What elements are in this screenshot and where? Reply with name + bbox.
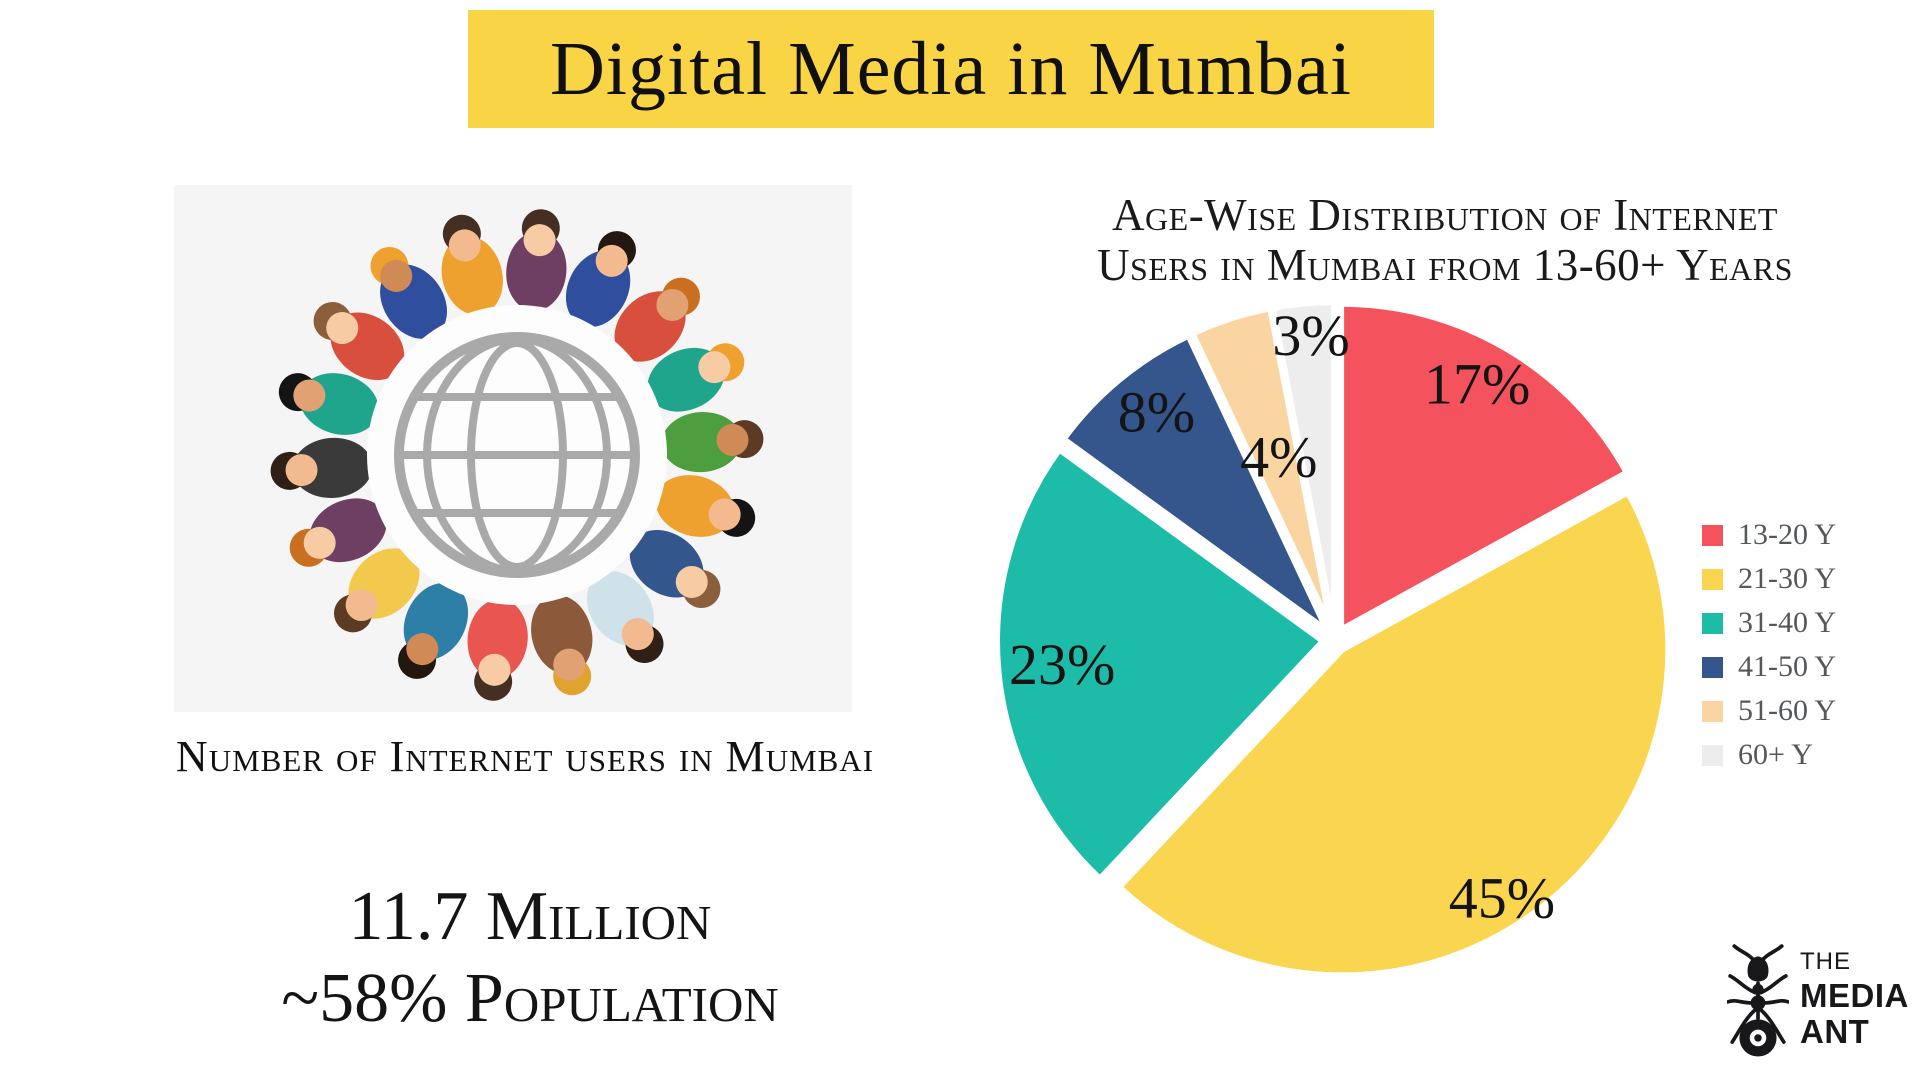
person-figure — [565, 231, 636, 328]
person-figure — [313, 301, 405, 381]
pie-value-label-51-60-y: 4% — [1240, 424, 1317, 489]
pie-slice-21-30-y — [1116, 489, 1672, 979]
pie-slice-41-50-y — [1060, 332, 1331, 634]
person-figure — [333, 548, 420, 633]
person-figure — [661, 412, 764, 473]
pie-chart-title-line1: Age-Wise Distribution of Internet — [1112, 190, 1778, 240]
legend-swatch-41-50-y — [1702, 656, 1723, 678]
legend-item: 60+ Y — [1702, 733, 1836, 777]
pie-value-label-41-50-y: 8% — [1118, 380, 1195, 445]
pie-slice-31-40-y — [994, 446, 1327, 882]
page-title: Digital Media in Mumbai — [550, 26, 1352, 111]
legend-item: 13-20 Y — [1702, 513, 1836, 557]
legend-swatch-60+-y — [1702, 744, 1723, 766]
logo-line-media: MEDIA — [1800, 977, 1909, 1014]
logo-line-ant: ANT — [1800, 1013, 1870, 1050]
person-figure — [531, 595, 593, 696]
stat-population-share: ~58% Population — [281, 960, 779, 1037]
person-figure — [467, 599, 528, 701]
internet-users-illustration-card — [174, 185, 852, 712]
legend-item: 21-30 Y — [1702, 557, 1836, 601]
ant-icon — [1727, 944, 1789, 1057]
legend-label: 41-50 Y — [1738, 650, 1837, 683]
person-figure — [506, 209, 567, 311]
pie-slice-60+-y — [1269, 299, 1337, 632]
legend-label: 13-20 Y — [1738, 518, 1837, 551]
pie-value-label-31-40-y: 23% — [1009, 632, 1115, 697]
legend-swatch-21-30-y — [1702, 568, 1723, 590]
media-ant-logo: THE MEDIA ANT — [1800, 946, 1920, 1050]
stats-block: 11.7 Million ~58% Population — [120, 876, 940, 1040]
legend-label: 21-30 Y — [1738, 562, 1837, 595]
pie-value-label-21-30-y: 45% — [1449, 865, 1555, 930]
pie-chart-title-line2: Users in Mumbai from 13-60+ Years — [1097, 240, 1793, 290]
legend-swatch-13-20-y — [1702, 524, 1723, 546]
pie-slice-13-20-y — [1338, 300, 1630, 633]
person-figure — [441, 214, 503, 315]
globe-icon — [367, 305, 667, 605]
legend-label: 31-40 Y — [1738, 606, 1837, 639]
legend-label: 51-60 Y — [1738, 694, 1837, 727]
people-around-globe-illustration — [270, 209, 764, 701]
pie-chart: 17% 45% 23% 8% 4% 3% — [994, 299, 1672, 979]
person-figure — [655, 475, 756, 537]
title-banner: Digital Media in Mumbai — [468, 10, 1434, 128]
person-figure — [270, 437, 373, 498]
person-figure — [398, 582, 469, 679]
logo-line-the: THE — [1800, 948, 1851, 975]
pie-chart-title: Age-Wise Distribution of Internet Users … — [1095, 190, 1795, 290]
person-figure — [289, 498, 387, 567]
people-ring — [270, 209, 764, 701]
legend-item: 41-50 Y — [1702, 645, 1836, 689]
pie-legend: 13-20 Y 21-30 Y 31-40 Y 41-50 Y 51-60 Y 60+ Y — [1702, 513, 1836, 777]
legend-swatch-31-40-y — [1702, 612, 1723, 634]
stat-users-value: 11.7 Million — [348, 878, 712, 955]
person-figure — [629, 529, 721, 609]
internet-users-caption: Number of Internet users in Mumbai — [175, 732, 875, 781]
legend-item: 51-60 Y — [1702, 689, 1836, 733]
pie-value-label-60+-y: 3% — [1272, 303, 1349, 368]
person-figure — [370, 246, 447, 339]
person-figure — [278, 373, 379, 435]
person-figure — [647, 343, 745, 412]
person-figure — [587, 571, 664, 664]
legend-swatch-51-60-y — [1702, 700, 1723, 722]
legend-item: 31-40 Y — [1702, 601, 1836, 645]
legend-label: 60+ Y — [1738, 738, 1813, 771]
pie-value-label-13-20-y: 17% — [1424, 352, 1530, 417]
person-figure — [614, 277, 701, 362]
